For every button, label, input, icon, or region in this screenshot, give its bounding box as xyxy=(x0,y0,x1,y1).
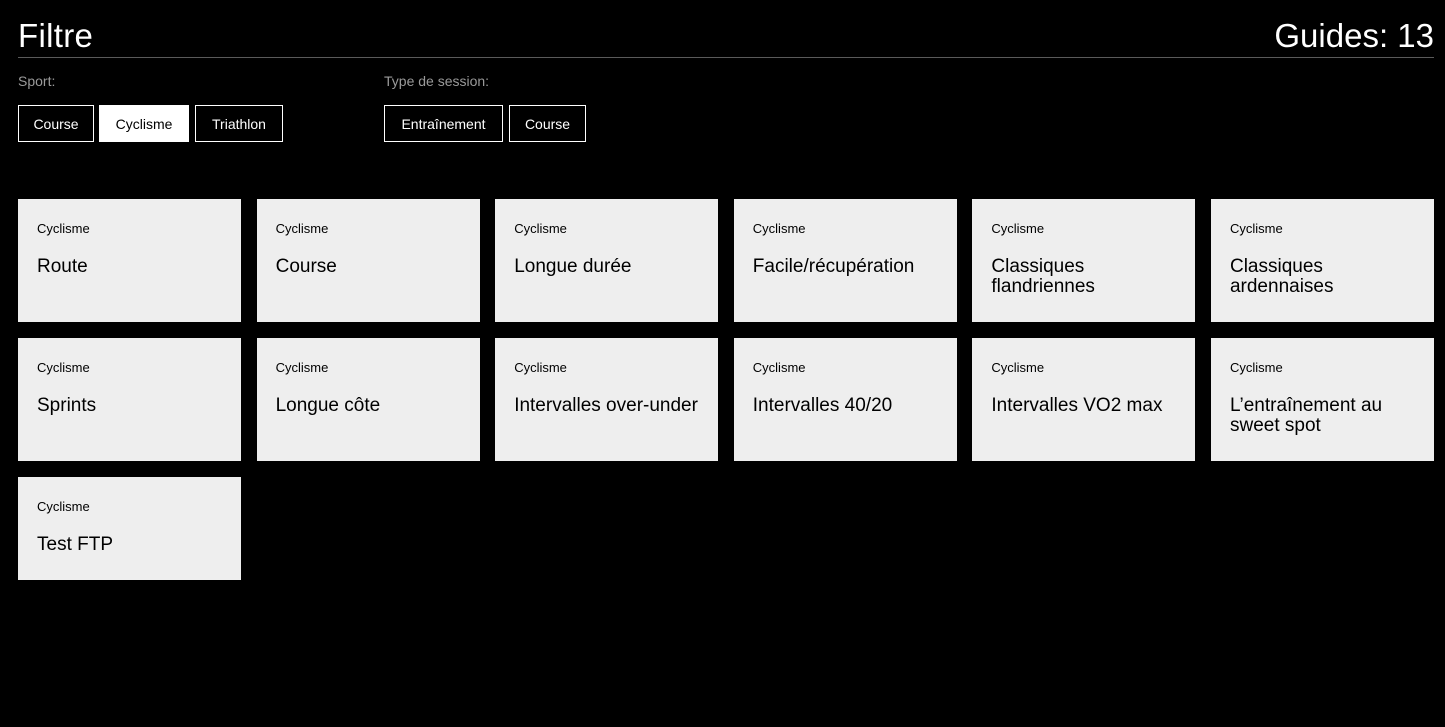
guide-sport: Cyclisme xyxy=(275,221,329,236)
session-filter-label: Type de session: xyxy=(384,73,490,89)
guide-sport: Cyclisme xyxy=(991,221,1045,236)
guide-card[interactable]: Cyclisme Longue côte xyxy=(256,338,480,461)
guide-card[interactable]: Cyclisme Course xyxy=(256,199,480,322)
guide-card[interactable]: Cyclisme Route xyxy=(18,199,241,322)
guide-title: Route xyxy=(37,256,88,277)
guide-sport: Cyclisme xyxy=(991,360,1045,375)
session-filter-group: Entraînement Course xyxy=(384,105,586,142)
guide-title: Intervalles 40/20 xyxy=(752,395,893,416)
guide-card[interactable]: Cyclisme Intervalles VO2 max xyxy=(972,338,1196,461)
guide-card[interactable]: Cyclisme Intervalles 40/20 xyxy=(733,338,957,461)
guide-sport: Cyclisme xyxy=(514,221,567,236)
guide-sport: Cyclisme xyxy=(275,360,329,375)
sport-filter-course[interactable]: Course xyxy=(18,105,94,142)
guide-card[interactable]: Cyclisme Classiques flandriennes xyxy=(972,199,1196,322)
sport-filter-group: Course Cyclisme Triathlon xyxy=(18,105,283,142)
guide-title: Course xyxy=(275,256,337,277)
page-title: Filtre xyxy=(18,17,94,54)
guide-card[interactable]: Cyclisme Intervalles over-under xyxy=(495,338,719,461)
guide-title: Classiques ardennaises xyxy=(1229,256,1334,297)
guide-sport: Cyclisme xyxy=(1229,360,1283,375)
guide-title: Facile/récupération xyxy=(752,256,915,277)
guide-title: Longue durée xyxy=(514,256,632,277)
header: Filtre Guides: 13 xyxy=(18,12,1434,58)
sport-filter-triathlon[interactable]: Triathlon xyxy=(195,105,283,142)
guide-card[interactable]: Cyclisme Sprints xyxy=(18,338,241,461)
guide-sport: Cyclisme xyxy=(752,221,806,236)
session-filter-entrainement[interactable]: Entraînement xyxy=(384,105,503,142)
guide-card[interactable]: Cyclisme Classiques ardennaises xyxy=(1210,199,1434,322)
guides-grid: Cyclisme Route Cyclisme Course Cyclisme Longu… xyxy=(18,199,1434,580)
guide-sport: Cyclisme xyxy=(514,360,567,375)
guide-sport: Cyclisme xyxy=(37,360,90,375)
guide-card[interactable]: Cyclisme Facile/récupération xyxy=(733,199,957,322)
guides-count: Guides: 13 xyxy=(1274,17,1434,54)
guide-title: Classiques flandriennes xyxy=(991,256,1095,297)
guide-title: Longue côte xyxy=(275,395,381,416)
guide-sport: Cyclisme xyxy=(37,221,90,236)
guide-title: Test FTP xyxy=(37,534,114,555)
sport-filter-label: Sport: xyxy=(18,73,56,89)
guide-title: Intervalles over-under xyxy=(514,395,698,416)
guide-title: L’entraînement au sweet spot xyxy=(1229,395,1383,436)
guide-card[interactable]: Cyclisme Longue durée xyxy=(495,199,719,322)
guide-sport: Cyclisme xyxy=(37,499,90,514)
sport-filter-cyclisme[interactable]: Cyclisme xyxy=(99,105,189,142)
guide-title: Sprints xyxy=(37,395,97,416)
guide-card[interactable]: Cyclisme Test FTP xyxy=(18,477,241,580)
guide-card[interactable]: Cyclisme L’entraînement au sweet spot xyxy=(1210,338,1434,461)
session-filter-course[interactable]: Course xyxy=(509,105,586,142)
guide-sport: Cyclisme xyxy=(1229,221,1283,236)
guide-title: Intervalles VO2 max xyxy=(991,395,1163,416)
guide-sport: Cyclisme xyxy=(752,360,806,375)
